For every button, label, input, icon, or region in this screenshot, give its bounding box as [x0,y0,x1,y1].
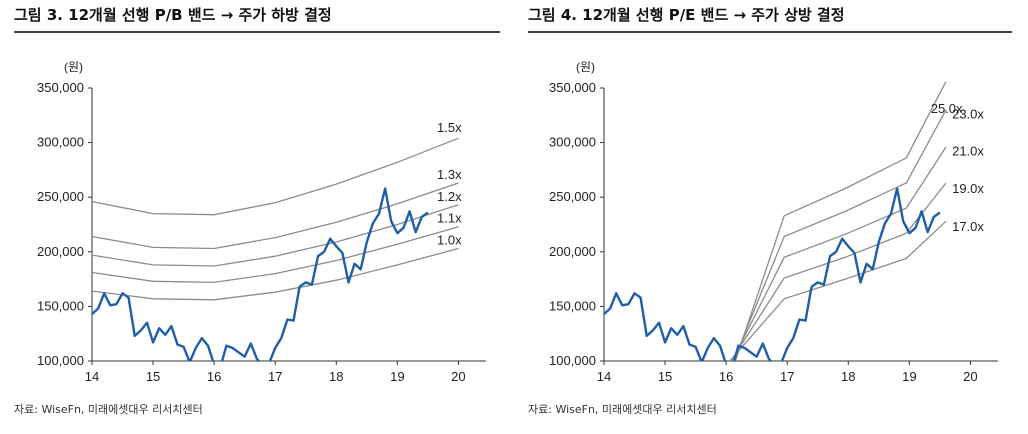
chart-title: 그림 4. 12개월 선행 P/E 밴드 → 주가 상방 결정 [528,6,845,24]
band-line-1.3x [92,182,459,250]
chart-panel-pe: 그림 4. 12개월 선행 P/E 밴드 → 주가 상방 결정 (원) 100,0… [514,0,1028,434]
x-tick-label: 16 [207,369,221,384]
band-line-1.0x [92,247,459,301]
band-line-1.2x [92,204,459,267]
y-tick-label: 300,000 [549,135,596,150]
band-line-1.1x [92,226,459,284]
y-tick-label: 350,000 [549,80,596,95]
source-note: 자료: WiseFn, 미래에셋대우 리서치센터 [528,403,717,416]
band-line-19.0x [730,182,947,361]
title-divider [14,31,500,33]
y-tick-label: 100,000 [37,353,84,368]
x-tick-label: 20 [451,369,465,384]
band-label: 1.0x [437,233,462,248]
band-label: 19.0x [952,181,984,196]
band-line-1.5x [92,137,459,216]
x-tick-label: 14 [85,369,99,384]
y-tick-label: 150,000 [549,298,596,313]
x-tick-label: 19 [390,369,404,384]
band-label: 1.3x [437,167,462,182]
x-tick-label: 18 [329,369,343,384]
chart-panel-pb: 그림 3. 12개월 선행 P/B 밴드 → 주가 하방 결정 (원) 100,0… [0,0,502,434]
x-tick-label: 14 [597,369,611,384]
band-line-23.0x [732,109,947,361]
plot-area [92,137,459,361]
pb-band-chart: (원) 100,000 150,000 200,000 250,000 300,000 35… [37,60,486,384]
source-note: 자료: WiseFn, 미래에셋대우 리서치센터 [14,403,203,416]
band-label: 1.5x [437,120,462,135]
band-label: 23.0x [952,107,984,122]
band-line-25.0x [734,82,947,361]
chart-title: 그림 3. 12개월 선행 P/B 밴드 → 주가 하방 결정 [14,6,332,24]
band-label: 1.1x [437,211,462,226]
x-tick-label: 18 [841,369,855,384]
y-tick-label: 150,000 [37,298,84,313]
x-tick-label: 19 [902,369,916,384]
y-unit-label: (원) [64,60,83,74]
y-unit-label: (원) [576,60,595,74]
title-divider [528,31,1012,33]
x-tick-label: 17 [780,369,794,384]
plot-area [604,82,947,361]
x-tick-label: 15 [658,369,672,384]
y-tick-label: 250,000 [37,189,84,204]
price-line [92,187,429,361]
y-tick-label: 300,000 [37,135,84,150]
band-label: 1.2x [437,189,462,204]
x-tick-label: 15 [146,369,160,384]
x-tick-label: 17 [268,369,282,384]
band-line-17.0x [729,220,947,361]
y-tick-label: 250,000 [549,189,596,204]
x-tick-label: 20 [963,369,977,384]
x-tick-label: 16 [719,369,733,384]
y-tick-label: 100,000 [549,353,596,368]
pe-band-chart: (원) 100,000 150,000 200,000 250,000 300,000 35… [549,60,998,384]
band-label: 17.0x [952,219,984,234]
y-tick-label: 200,000 [37,244,84,259]
y-tick-label: 350,000 [37,80,84,95]
band-line-21.0x [731,146,947,361]
band-label: 25.0x [931,101,963,116]
price-line [604,187,941,361]
y-tick-label: 200,000 [549,244,596,259]
band-label: 21.0x [952,144,984,159]
